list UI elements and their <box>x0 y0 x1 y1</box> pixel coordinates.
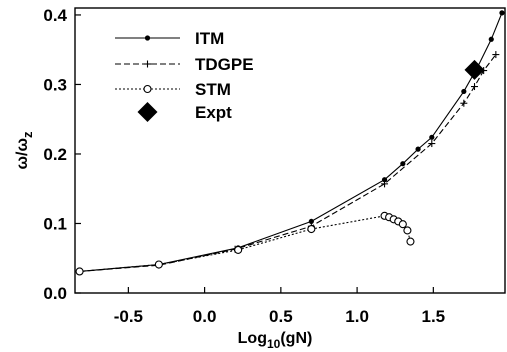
series-stm-point <box>403 226 412 235</box>
legend-itm: ITM <box>115 29 224 48</box>
series-stm-point <box>406 237 415 246</box>
x-tick-label: 0.5 <box>269 307 293 326</box>
y-tick-label: 0.1 <box>43 214 67 233</box>
series-stm-point <box>154 260 163 269</box>
series-layer <box>75 10 505 276</box>
legend-stm: STM <box>115 80 231 99</box>
legend-tdgpe-point <box>144 60 151 68</box>
series-expt-point <box>464 59 485 80</box>
x-tick-label: -0.5 <box>114 307 143 326</box>
series-itm-line <box>79 12 503 272</box>
tick-marks <box>75 14 434 294</box>
series-itm-point <box>415 146 421 152</box>
legend-stm-label: STM <box>195 80 231 99</box>
y-tick-label: 0.0 <box>43 284 67 303</box>
series-itm-point <box>488 36 494 42</box>
series-stm-markers <box>75 211 415 276</box>
series-stm-point <box>307 224 316 234</box>
legend: ITM TDGPE STM Expt <box>115 29 254 122</box>
series-expt-markers <box>464 59 485 80</box>
legend-expt-label: Expt <box>195 103 232 122</box>
legend-expt-point <box>137 102 158 122</box>
series-tdgpe-point <box>428 140 436 148</box>
plot-frame <box>74 7 506 294</box>
x-tick-label: 1.5 <box>422 307 446 326</box>
y-tick-label: 0.3 <box>43 75 67 94</box>
y-tick-label: 0.2 <box>43 145 67 164</box>
series-itm-point <box>429 134 435 140</box>
series-stm-point <box>398 220 407 229</box>
tick-labels: -0.5 0.0 0.5 1.0 1.5 0.0 0.1 0.2 0.3 0.4 <box>43 6 445 326</box>
y-axis-label: ω/ωz <box>14 131 35 169</box>
legend-expt: Expt <box>137 102 232 122</box>
series-itm-markers <box>76 10 505 275</box>
legend-stm-point <box>143 84 152 94</box>
series-itm-point <box>308 218 314 225</box>
series-tdgpe-line <box>79 54 497 272</box>
series-itm-point <box>381 177 388 183</box>
series-itm-point <box>461 88 467 95</box>
series-tdgpe-markers <box>76 51 500 275</box>
legend-tdgpe: TDGPE <box>115 55 254 74</box>
series-stm-point <box>75 267 84 276</box>
series-stm-line <box>79 215 411 272</box>
series-itm-point <box>400 161 406 167</box>
y-tick-label: 0.4 <box>43 6 67 25</box>
series-tdgpe-point <box>471 83 479 91</box>
legend-itm-label: ITM <box>195 29 224 48</box>
legend-tdgpe-label: TDGPE <box>195 55 254 74</box>
x-axis-label: Log10(gN) <box>238 330 313 351</box>
series-tdgpe-point <box>381 180 389 188</box>
series-stm-point <box>234 245 243 254</box>
x-tick-label: 1.0 <box>345 307 369 326</box>
series-itm-point <box>499 10 505 16</box>
x-tick-label: 0.0 <box>193 307 217 326</box>
legend-itm-point <box>144 35 151 41</box>
series-tdgpe-point <box>492 51 500 59</box>
series-tdgpe-point <box>460 99 468 107</box>
